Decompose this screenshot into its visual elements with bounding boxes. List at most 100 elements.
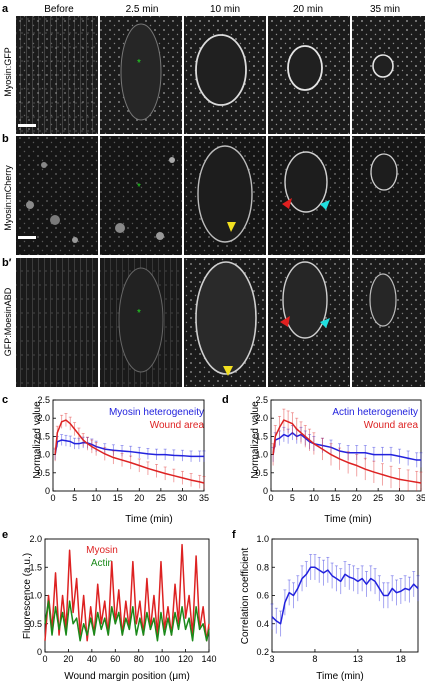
y-tick-label: 0.5: [29, 619, 42, 629]
series-line-myosin: [44, 543, 210, 642]
red-arrowhead-icon: [282, 198, 292, 209]
panel-letter-c: c: [2, 394, 8, 406]
x-tick-label: 10: [309, 493, 319, 503]
series-line-myosin-heterogeneity: [54, 439, 204, 458]
wound-marker-star: *: [137, 182, 141, 193]
x-tick-label: 0: [42, 654, 47, 664]
y-tick-label: 0: [263, 486, 268, 496]
x-tick-label: 30: [395, 493, 405, 503]
column-header-2-5-min: 2.5 min: [126, 4, 159, 15]
x-tick-label: 40: [87, 654, 97, 664]
y-axis-label: Fluorescence (a.u.): [22, 553, 33, 639]
x-tick-label: 10: [91, 493, 101, 503]
x-tick-label: 0: [50, 493, 55, 503]
x-tick-label: 20: [134, 493, 144, 503]
legend-entry-wound-area: Wound area: [364, 420, 419, 431]
legend-entry-actin: Actin: [91, 558, 113, 569]
column-header-35-min: 35 min: [370, 4, 400, 15]
legend-entry-myosin-heterogeneity: Myosin heterogeneity: [109, 407, 204, 418]
x-tick-label: 100: [155, 654, 170, 664]
panel-letter-b: b: [2, 133, 9, 145]
scale-bar: [18, 124, 36, 127]
x-axis-label: Time (min): [316, 671, 363, 682]
tile-row-a: *: [16, 16, 425, 134]
x-tick-label: 25: [373, 493, 383, 503]
row-label-myosin-gfp: Myosin:GFP: [3, 47, 13, 97]
y-tick-label: 1.0: [29, 591, 42, 601]
wound-marker-star: *: [137, 58, 141, 69]
x-tick-label: 18: [396, 654, 406, 664]
y-tick-label: 0.4: [256, 619, 269, 629]
x-tick-label: 80: [134, 654, 144, 664]
x-tick-label: 0: [268, 493, 273, 503]
scale-bar: [18, 236, 36, 239]
y-tick-label: 2.0: [29, 534, 42, 544]
y-tick-label: 1.5: [29, 562, 42, 572]
x-tick-label: 120: [178, 654, 193, 664]
y-axis-label: Normalized value: [250, 401, 261, 479]
panel-letter-f: f: [232, 529, 236, 541]
y-tick-label: 0.6: [256, 591, 269, 601]
panel-letter-d: d: [222, 394, 229, 406]
y-tick-label: 1.0: [255, 450, 268, 460]
legend-entry-actin-heterogeneity: Actin heterogeneity: [332, 407, 418, 418]
legend-entry-myosin: Myosin: [86, 545, 118, 556]
panel-letter-b-prime: b′: [2, 257, 12, 269]
y-tick-label: 2.0: [37, 413, 50, 423]
row-label-myosin-mcherry: Myosin:mCherry: [3, 165, 13, 231]
x-tick-label: 140: [201, 654, 216, 664]
x-tick-label: 3: [269, 654, 274, 664]
y-tick-label: 0: [45, 486, 50, 496]
x-tick-label: 35: [416, 493, 425, 503]
y-tick-label: 1.5: [255, 431, 268, 441]
y-tick-label: 2.5: [37, 395, 50, 405]
x-tick-label: 15: [330, 493, 340, 503]
y-tick-label: 0: [37, 647, 42, 657]
column-header-20-min: 20 min: [293, 4, 323, 15]
chart-c: c Normalized value Time (min) Myosin het…: [2, 394, 209, 525]
tile-row-b-prime: *: [16, 258, 425, 387]
y-tick-label: 0.5: [37, 468, 50, 478]
plot-frame: [52, 399, 205, 492]
row-label-gfp-moesinabd: GFP:MoesinABD: [3, 287, 13, 356]
y-tick-label: 0.5: [255, 468, 268, 478]
series-line-series-0: [271, 566, 419, 625]
series-line-wound-area: [272, 419, 422, 484]
x-tick-label: 13: [353, 654, 363, 664]
y-tick-label: 2.0: [255, 413, 268, 423]
panel-letter-a: a: [2, 3, 9, 15]
column-header-10-min: 10 min: [210, 4, 240, 15]
x-tick-label: 25: [156, 493, 166, 503]
series-line-wound-area: [54, 419, 205, 484]
x-axis-label: Time (min): [324, 514, 371, 525]
plot-frame: [270, 399, 422, 492]
x-tick-label: 30: [177, 493, 187, 503]
series-line-actin-heterogeneity: [272, 432, 421, 461]
yellow-arrowhead-icon: [227, 222, 236, 232]
wound-marker-star: *: [137, 308, 141, 319]
series-line-actin: [44, 600, 210, 642]
chart-e: e Fluorescence (a.u.) Wound margin posit…: [2, 529, 217, 682]
microscopy-panel-grid: Before 2.5 min 10 min 20 min 35 min a b …: [2, 3, 425, 387]
red-arrowhead-icon: [280, 316, 290, 327]
y-tick-label: 0.8: [256, 562, 269, 572]
chart-f: f Correlation coefficient Time (min) 3 8 1…: [232, 529, 420, 682]
cyan-arrowhead-icon: [320, 200, 330, 210]
x-tick-label: 5: [290, 493, 295, 503]
tile-row-b: *: [16, 136, 425, 255]
x-tick-label: 60: [110, 654, 120, 664]
y-tick-label: 2.5: [255, 395, 268, 405]
x-tick-label: 35: [199, 493, 209, 503]
legend-entry-wound-area: Wound area: [150, 420, 205, 431]
y-axis-label: Correlation coefficient: [240, 548, 251, 645]
y-tick-label: 1.5: [37, 431, 50, 441]
x-tick-label: 8: [312, 654, 317, 664]
column-header-before: Before: [44, 4, 74, 15]
x-tick-label: 5: [72, 493, 77, 503]
x-tick-label: 20: [63, 654, 73, 664]
yellow-arrowhead-icon: [223, 366, 233, 376]
x-tick-label: 20: [352, 493, 362, 503]
y-tick-label: 1.0: [37, 450, 50, 460]
x-axis-label: Wound margin position (μm): [64, 671, 190, 682]
